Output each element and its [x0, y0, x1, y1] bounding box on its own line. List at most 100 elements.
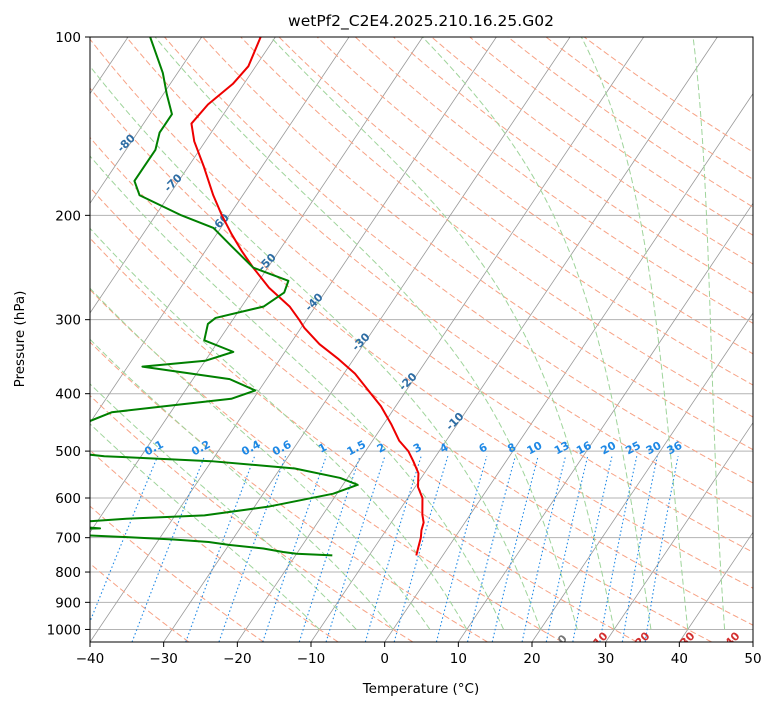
mixing-ratio-label: 3: [411, 441, 424, 456]
isotherm-line: [531, 312, 753, 642]
sounding-series: [90, 37, 425, 557]
dry-adiabat-line: [90, 449, 339, 642]
x-tick-label: 50: [744, 651, 761, 667]
dry-adiabat-line: [90, 288, 563, 642]
dry-adiabat-line: [278, 37, 753, 386]
moist-adiabat-line: [422, 37, 652, 630]
mixing-ratio-line: [491, 456, 539, 642]
isotherm-label: -90: [68, 92, 91, 115]
x-tick-label: −30: [149, 651, 178, 667]
isotherm-grid: [90, 37, 753, 642]
isotherm-line: [237, 37, 645, 642]
y-tick-label: 200: [55, 208, 81, 224]
isotherm-label: -80: [115, 131, 138, 154]
dry-adiabat-line: [125, 37, 753, 518]
isotherm-line: [90, 37, 203, 205]
moist-adiabat-line: [270, 37, 615, 630]
isotherm-line: [679, 531, 753, 642]
mixing-ratio-label: 0.2: [189, 438, 212, 459]
dry-adiabat-label: 30: [678, 629, 698, 649]
y-tick-label: 700: [55, 531, 81, 547]
dry-adiabat-line: [90, 186, 712, 642]
x-tick-label: 30: [597, 651, 614, 667]
x-tick-label: 40: [671, 651, 688, 667]
dry-adiabat-label: 0: [555, 632, 570, 647]
isotherm-label: -30: [349, 330, 372, 353]
moist-adiabat-line: [580, 37, 689, 630]
mixing-ratio-label: 1: [316, 441, 329, 456]
mixing-ratio-label: 20: [599, 439, 619, 458]
x-tick-label: −20: [223, 651, 252, 667]
mixing-ratio-line: [218, 456, 287, 642]
mixing-ratio-line: [90, 455, 159, 624]
isotherm-line: [163, 37, 571, 642]
mixing-ratio-line: [435, 456, 488, 642]
y-axis-label: Pressure (hPa): [12, 291, 28, 388]
x-tick-label: −10: [297, 651, 326, 667]
mixing-ratio-line: [131, 455, 206, 642]
y-tick-label: 900: [55, 595, 81, 611]
overlay-labels: 0.1 0.2 0.4 0.6 1 1.5 2 3 4 6 8 10 13 16 20 25 30 36-100-…: [18, 49, 743, 649]
moist-adiabat-line: [90, 287, 431, 630]
isotherm-line: [458, 202, 753, 642]
dry-adiabat-label: 40: [723, 629, 743, 649]
x-axis-label: Temperature (°C): [362, 681, 480, 697]
plot-area: 0.1 0.2 0.4 0.6 1 1.5 2 3 4 6 8 10 13 16 20 25 30 36-100-…: [18, 37, 753, 649]
mixing-ratio-lines: [90, 455, 679, 642]
isotherm-label: -10: [443, 410, 466, 433]
isotherm-label: -60: [209, 211, 232, 234]
moist-adiabat-line: [154, 37, 578, 630]
dry-adiabat-line: [90, 136, 753, 626]
dry-adiabat-line: [90, 505, 264, 642]
mixing-ratio-line: [572, 456, 613, 642]
mixing-ratio-label: 13: [552, 439, 572, 458]
y-tick-label: 100: [55, 30, 81, 46]
isotherm-line: [752, 641, 753, 642]
mixing-ratio-label: 16: [574, 439, 594, 458]
dewpoint-line: [90, 37, 359, 557]
dry-adiabats: [90, 37, 753, 642]
mixing-ratio-label: 2: [375, 441, 388, 456]
moist-adiabat-line: [90, 155, 505, 630]
dry-adiabat-line: [90, 38, 753, 553]
mixing-ratio-label: 0.6: [270, 438, 294, 459]
y-tick-label: 1000: [47, 622, 81, 638]
x-tick-label: −40: [76, 651, 105, 667]
y-tick-label: 800: [55, 565, 81, 581]
isotherm-label: -100: [18, 49, 47, 78]
isotherm-line: [90, 37, 276, 314]
y-tick-label: 400: [55, 387, 81, 403]
mixing-ratio-label: 36: [665, 439, 685, 458]
mixing-ratio-line: [393, 456, 449, 642]
dry-adiabat-line: [90, 87, 753, 589]
x-tick-label: 10: [450, 651, 467, 667]
moist-adiabat-line: [90, 338, 394, 630]
y-tick-label: 600: [55, 491, 81, 507]
moist-adiabat-line: [90, 227, 468, 630]
x-tick-label: 0: [380, 651, 389, 667]
dry-adiabat-label: 10: [591, 629, 611, 649]
moist-adiabat-line: [692, 37, 726, 630]
mixing-ratio-label: 1.5: [345, 438, 368, 459]
moist-adiabat-line: [90, 423, 320, 630]
isotherm-label: -40: [302, 290, 325, 313]
dry-adiabat-line: [164, 37, 753, 484]
isotherm-line: [90, 37, 424, 534]
y-axis-ticks: 100 200 300 400 500 600 700 800 900 1000: [47, 30, 90, 638]
mixing-ratio-line: [466, 456, 516, 642]
mixing-ratio-label: 10: [525, 439, 545, 458]
temperature-line: [190, 37, 425, 556]
isotherm-line: [310, 37, 718, 642]
dry-adiabat-line: [393, 37, 753, 294]
y-tick-label: 300: [55, 313, 81, 329]
y-tick-label: 500: [55, 444, 81, 460]
isotherm-line: [384, 92, 753, 642]
isotherm-line: [90, 37, 497, 642]
dry-adiabat-line: [354, 37, 753, 324]
x-tick-label: 20: [523, 651, 540, 667]
dry-adiabat-line: [202, 37, 753, 451]
isotherm-line: [90, 37, 350, 424]
mixing-ratio-label: 25: [623, 439, 643, 458]
moist-adiabat-line: [90, 383, 357, 630]
